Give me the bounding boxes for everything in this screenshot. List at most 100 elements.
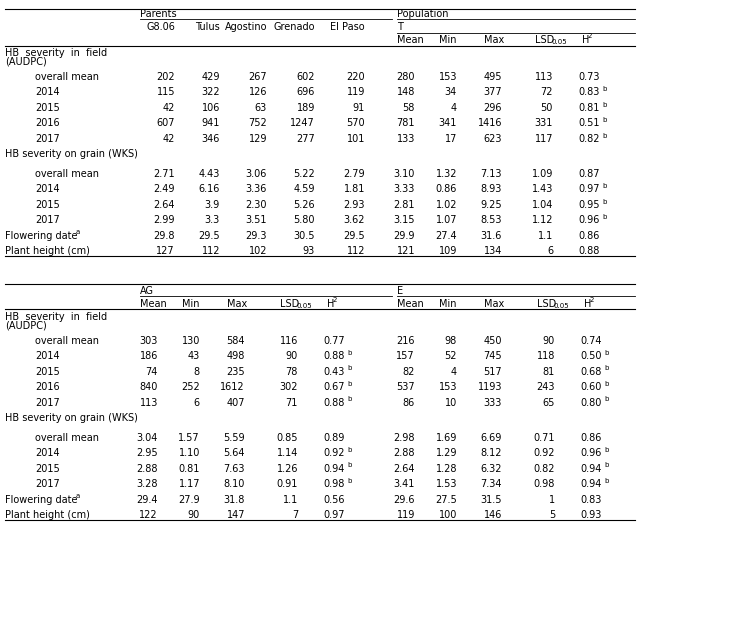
Text: b: b bbox=[604, 462, 609, 469]
Text: (AUDPC): (AUDPC) bbox=[5, 320, 47, 330]
Text: 2.98: 2.98 bbox=[394, 433, 415, 443]
Text: 2016: 2016 bbox=[35, 382, 60, 392]
Text: 0.93: 0.93 bbox=[580, 510, 602, 520]
Text: 43: 43 bbox=[187, 351, 200, 361]
Text: 5.26: 5.26 bbox=[293, 200, 315, 210]
Text: 2.64: 2.64 bbox=[394, 464, 415, 474]
Text: 333: 333 bbox=[484, 398, 502, 408]
Text: 98: 98 bbox=[445, 336, 457, 346]
Text: overall mean: overall mean bbox=[35, 433, 99, 443]
Text: 0.92: 0.92 bbox=[324, 448, 345, 458]
Text: Mean: Mean bbox=[397, 35, 424, 45]
Text: 29.8: 29.8 bbox=[153, 231, 175, 241]
Text: 133: 133 bbox=[397, 134, 415, 144]
Text: 322: 322 bbox=[202, 87, 220, 97]
Text: HB  severity  in  field: HB severity in field bbox=[5, 49, 107, 58]
Text: 3.3: 3.3 bbox=[205, 215, 220, 226]
Text: 34: 34 bbox=[445, 87, 457, 97]
Text: 1.09: 1.09 bbox=[532, 169, 553, 179]
Text: 0.80: 0.80 bbox=[580, 398, 602, 408]
Text: 4: 4 bbox=[451, 367, 457, 377]
Text: Max: Max bbox=[484, 299, 504, 309]
Text: 235: 235 bbox=[226, 367, 245, 377]
Text: 341: 341 bbox=[439, 118, 457, 129]
Text: 186: 186 bbox=[140, 351, 158, 361]
Text: a: a bbox=[76, 493, 80, 499]
Text: 102: 102 bbox=[248, 246, 267, 256]
Text: 1.1: 1.1 bbox=[538, 231, 553, 241]
Text: 7.34: 7.34 bbox=[481, 479, 502, 489]
Text: 2: 2 bbox=[589, 297, 594, 304]
Text: 109: 109 bbox=[439, 246, 457, 256]
Text: 3.41: 3.41 bbox=[394, 479, 415, 489]
Text: 2.79: 2.79 bbox=[344, 169, 365, 179]
Text: T: T bbox=[397, 22, 403, 32]
Text: 72: 72 bbox=[540, 87, 553, 97]
Text: 0.60: 0.60 bbox=[580, 382, 602, 392]
Text: 277: 277 bbox=[296, 134, 315, 144]
Text: LSD: LSD bbox=[535, 35, 554, 45]
Text: 3.06: 3.06 bbox=[246, 169, 267, 179]
Text: 29.9: 29.9 bbox=[394, 231, 415, 241]
Text: 607: 607 bbox=[156, 118, 175, 129]
Text: 303: 303 bbox=[140, 336, 158, 346]
Text: 8.93: 8.93 bbox=[481, 184, 502, 194]
Text: 2015: 2015 bbox=[35, 464, 60, 474]
Text: b: b bbox=[347, 462, 351, 469]
Text: 148: 148 bbox=[397, 87, 415, 97]
Text: 29.3: 29.3 bbox=[246, 231, 267, 241]
Text: 157: 157 bbox=[397, 351, 415, 361]
Text: 2015: 2015 bbox=[35, 103, 60, 113]
Text: Min: Min bbox=[182, 299, 199, 309]
Text: Mean: Mean bbox=[397, 299, 424, 309]
Text: 63: 63 bbox=[254, 103, 267, 113]
Text: Max: Max bbox=[484, 35, 504, 45]
Text: 7.63: 7.63 bbox=[223, 464, 245, 474]
Text: 31.5: 31.5 bbox=[481, 495, 502, 505]
Text: 29.5: 29.5 bbox=[199, 231, 220, 241]
Text: 2.81: 2.81 bbox=[394, 200, 415, 210]
Text: 216: 216 bbox=[397, 336, 415, 346]
Text: 52: 52 bbox=[444, 351, 457, 361]
Text: 42: 42 bbox=[163, 134, 175, 144]
Text: 106: 106 bbox=[202, 103, 220, 113]
Text: 82: 82 bbox=[403, 367, 415, 377]
Text: 2.64: 2.64 bbox=[153, 200, 175, 210]
Text: 118: 118 bbox=[536, 351, 555, 361]
Text: Mean: Mean bbox=[140, 299, 167, 309]
Text: 5: 5 bbox=[549, 510, 555, 520]
Text: 153: 153 bbox=[438, 382, 457, 392]
Text: 0.94: 0.94 bbox=[324, 464, 345, 474]
Text: 1416: 1416 bbox=[478, 118, 502, 129]
Text: H: H bbox=[582, 35, 589, 45]
Text: 377: 377 bbox=[484, 87, 502, 97]
Text: b: b bbox=[604, 381, 609, 387]
Text: 27.5: 27.5 bbox=[435, 495, 457, 505]
Text: 31.6: 31.6 bbox=[481, 231, 502, 241]
Text: 5.64: 5.64 bbox=[223, 448, 245, 458]
Text: Plant height (cm): Plant height (cm) bbox=[5, 510, 90, 520]
Text: 0.89: 0.89 bbox=[324, 433, 345, 443]
Text: 8.12: 8.12 bbox=[481, 448, 502, 458]
Text: b: b bbox=[604, 396, 609, 403]
Text: 0.85: 0.85 bbox=[277, 433, 298, 443]
Text: b: b bbox=[604, 350, 609, 356]
Text: 126: 126 bbox=[248, 87, 267, 97]
Text: 2.88: 2.88 bbox=[394, 448, 415, 458]
Text: 8: 8 bbox=[194, 367, 200, 377]
Text: 302: 302 bbox=[280, 382, 298, 392]
Text: 2017: 2017 bbox=[35, 479, 60, 489]
Text: 91: 91 bbox=[353, 103, 365, 113]
Text: 0.05: 0.05 bbox=[551, 40, 567, 45]
Text: 122: 122 bbox=[139, 510, 158, 520]
Text: 745: 745 bbox=[484, 351, 502, 361]
Text: 0.50: 0.50 bbox=[580, 351, 602, 361]
Text: 121: 121 bbox=[397, 246, 415, 256]
Text: 495: 495 bbox=[484, 72, 502, 82]
Text: 129: 129 bbox=[248, 134, 267, 144]
Text: 781: 781 bbox=[397, 118, 415, 129]
Text: 3.10: 3.10 bbox=[394, 169, 415, 179]
Text: 1.17: 1.17 bbox=[179, 479, 200, 489]
Text: 0.74: 0.74 bbox=[580, 336, 602, 346]
Text: 58: 58 bbox=[403, 103, 415, 113]
